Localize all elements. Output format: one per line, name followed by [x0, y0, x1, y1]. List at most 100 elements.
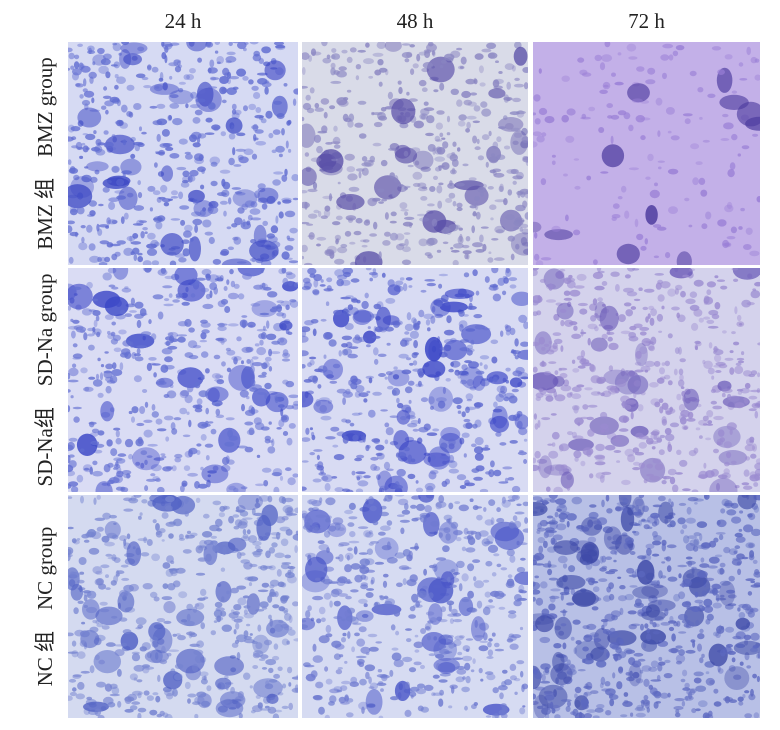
cell [102, 186, 110, 193]
cell [105, 385, 112, 394]
row-label: NC 组 NC group [33, 527, 57, 687]
cell [752, 645, 759, 649]
cell [507, 574, 513, 579]
cell [677, 613, 688, 621]
cell [654, 623, 660, 628]
cell [358, 392, 369, 398]
cell [464, 360, 472, 364]
cell [757, 342, 760, 346]
cell [165, 505, 173, 511]
cell [287, 119, 292, 125]
cell [144, 231, 148, 234]
cell [364, 292, 369, 299]
cell [68, 437, 78, 442]
cell [479, 82, 486, 87]
cell [72, 343, 78, 348]
cell [254, 190, 260, 199]
cell [499, 442, 507, 446]
cell [258, 566, 263, 569]
cell [159, 659, 168, 665]
cell [346, 712, 354, 718]
cell [586, 623, 597, 631]
cell [358, 661, 365, 667]
cell [97, 256, 102, 263]
cell [319, 284, 326, 287]
cell [152, 519, 157, 524]
cell [177, 336, 186, 343]
cell [282, 379, 289, 385]
cell [302, 52, 310, 60]
cell [413, 340, 418, 349]
cell [146, 695, 154, 701]
cell [282, 352, 291, 359]
cell [361, 613, 369, 618]
cell [511, 291, 528, 306]
cell [266, 320, 270, 329]
cell [142, 583, 153, 590]
cell [654, 360, 661, 367]
cell [68, 526, 74, 530]
cell [738, 701, 744, 706]
cell [423, 101, 429, 106]
cell [383, 573, 389, 578]
cell [432, 563, 438, 572]
cell [427, 144, 436, 152]
cell [325, 250, 333, 255]
cell [133, 677, 138, 681]
cell [490, 339, 499, 345]
cell [82, 88, 88, 93]
cell [378, 531, 386, 536]
cell [451, 608, 458, 616]
cell [675, 654, 686, 663]
cell [632, 530, 637, 534]
cell [697, 643, 702, 652]
cell [435, 146, 442, 153]
cell [251, 85, 259, 91]
cell [293, 282, 298, 288]
cell [384, 212, 389, 220]
cell [726, 201, 733, 210]
cell [733, 278, 739, 282]
cell [649, 189, 660, 199]
cell [634, 361, 642, 366]
cell [448, 192, 456, 199]
cell [685, 695, 689, 702]
cell [97, 392, 104, 398]
cell [288, 280, 293, 286]
cell [646, 547, 652, 556]
cell [363, 330, 377, 344]
cell [160, 364, 169, 373]
cell [652, 531, 658, 538]
cell [571, 393, 582, 400]
cell [443, 339, 468, 361]
cell [465, 128, 470, 133]
cell [94, 517, 106, 521]
cell [620, 330, 631, 335]
cell [197, 597, 206, 601]
micrograph-content [533, 495, 760, 718]
cell [506, 549, 515, 557]
cell [447, 576, 451, 583]
cell [567, 431, 573, 436]
cell [96, 623, 104, 628]
cell [308, 499, 313, 505]
cell [90, 440, 100, 446]
cell [256, 514, 272, 541]
cell [378, 715, 384, 718]
cell [583, 657, 594, 665]
cell [402, 656, 413, 663]
cell [705, 677, 715, 686]
cell [241, 203, 248, 211]
cell [550, 413, 557, 416]
cell [391, 387, 401, 396]
cell [232, 147, 236, 156]
cell [237, 207, 245, 214]
cell [123, 584, 134, 593]
cell [83, 467, 90, 471]
cell [237, 495, 263, 511]
cell [302, 335, 309, 343]
cell [165, 436, 170, 442]
cell [319, 497, 323, 503]
cell [594, 326, 599, 332]
cell [622, 498, 629, 505]
